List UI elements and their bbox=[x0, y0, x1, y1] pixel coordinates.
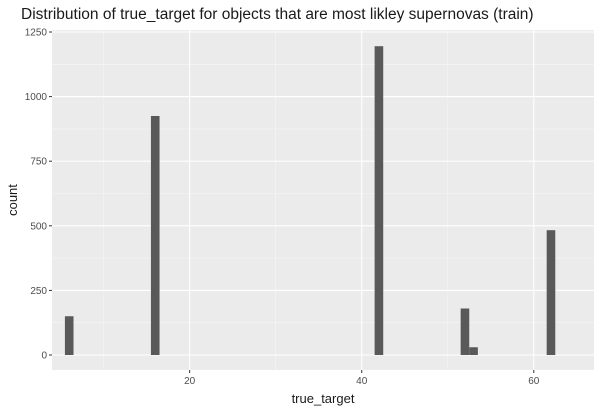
bars-group bbox=[64, 46, 556, 355]
histogram-bar bbox=[469, 347, 478, 355]
x-tick-label: 40 bbox=[356, 376, 368, 387]
histogram-bar bbox=[64, 316, 74, 355]
y-axis: 0 250 500 750 1000 1250 bbox=[25, 28, 52, 362]
y-tick-label: 0 bbox=[41, 351, 47, 362]
x-axis: 20 40 60 bbox=[184, 370, 540, 387]
x-tick-label: 60 bbox=[528, 376, 540, 387]
y-tick-label: 1250 bbox=[25, 28, 48, 39]
grid-minor bbox=[52, 30, 594, 370]
chart-title: Distribution of true_target for objects … bbox=[21, 6, 534, 23]
histogram-bar bbox=[374, 46, 384, 355]
plot-panel bbox=[52, 30, 594, 370]
x-tick-label: 20 bbox=[184, 376, 196, 387]
histogram-bar bbox=[150, 115, 160, 355]
histogram-bar bbox=[546, 230, 556, 355]
y-axis-title: count bbox=[5, 184, 20, 216]
y-tick-label: 250 bbox=[30, 286, 47, 297]
y-tick-label: 1000 bbox=[25, 92, 48, 103]
x-axis-title: true_target bbox=[292, 391, 355, 406]
grid-major bbox=[52, 30, 594, 370]
y-tick-label: 500 bbox=[30, 221, 47, 232]
histogram-bar bbox=[460, 308, 470, 355]
y-tick-label: 750 bbox=[30, 157, 47, 168]
